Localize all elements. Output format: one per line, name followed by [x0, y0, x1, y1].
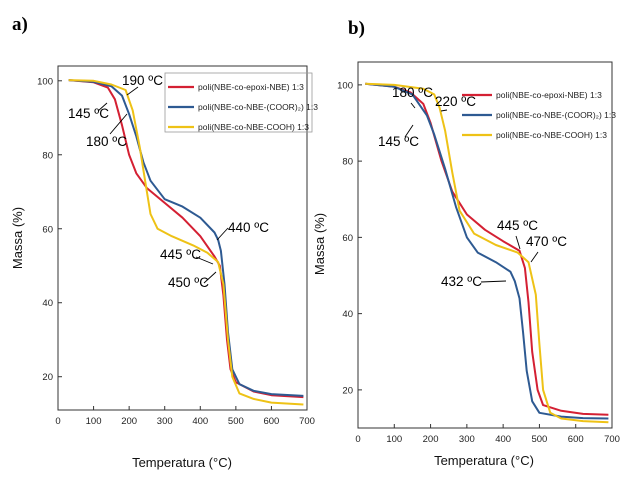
annotation-leader: [530, 251, 539, 263]
y-tick-label: 80: [342, 157, 353, 168]
annotation-leader: [440, 109, 448, 112]
plot-frame: [357, 61, 613, 429]
x-tick-label: 200: [121, 416, 137, 427]
x-tick-label: 0: [355, 434, 360, 445]
x-tick-label: 400: [495, 434, 511, 445]
x-tick-label: 300: [459, 434, 475, 445]
x-tick-label: 100: [386, 434, 402, 445]
annotation-label: 470 ºC: [526, 234, 567, 249]
x-tick-label: 600: [263, 416, 279, 427]
y-axis-label: Massa (%): [312, 213, 327, 275]
y-tick-label: 40: [42, 298, 53, 309]
series-line-1: [68, 79, 304, 399]
y-tick-label: 60: [342, 233, 353, 244]
x-tick-label: 600: [568, 434, 584, 445]
annotation-leader: [216, 227, 229, 241]
x-tick-label: 500: [531, 434, 547, 445]
annotation-leader: [126, 86, 139, 96]
x-tick-label: 0: [55, 416, 60, 427]
legend-frame: [164, 72, 313, 133]
annotation-label: 445 ºC: [497, 218, 538, 233]
x-tick-label: 700: [604, 434, 620, 445]
annotation-leader: [515, 235, 521, 250]
panel-b: 0 100 200 300 400 500 600 700 20 40 60 80 100 Tempera…: [312, 18, 620, 468]
annotation-label: 440 ºC: [228, 220, 269, 235]
series-line-3: [365, 82, 609, 424]
legend-label-3: poli(NBE-co-NBE-COOH) 1:3: [496, 130, 607, 140]
annotation-label: 145 ºC: [68, 106, 109, 121]
x-axis-label: Temperatura (°C): [132, 455, 232, 470]
annotation-leader: [203, 271, 217, 284]
annotation-leader: [195, 256, 214, 265]
x-tick-label: 300: [157, 416, 173, 427]
x-tick-label: 400: [192, 416, 208, 427]
annotation-leader: [404, 124, 414, 138]
annotation-label: 180 ºC: [392, 85, 433, 100]
series-line-1: [365, 82, 609, 416]
legend-label-2: poli(NBE-co-NBE-(COOR)₂) 1:3: [496, 110, 616, 120]
x-tick-label: 200: [423, 434, 439, 445]
plot-frame: [57, 65, 308, 411]
legend-label-1: poli(NBE-co-epoxi-NBE) 1:3: [198, 82, 304, 92]
annotation-label: 145 ºC: [378, 134, 419, 149]
series-line-3: [68, 79, 304, 406]
annotation-leader: [109, 113, 128, 135]
annotation-label: 180 ºC: [86, 134, 127, 149]
legend-label-1: poli(NBE-co-epoxi-NBE) 1:3: [496, 90, 602, 100]
annotation-label: 190 ºC: [122, 73, 163, 88]
y-tick-label: 20: [342, 385, 353, 396]
series-line-2: [68, 79, 304, 397]
y-tick-label: 80: [42, 150, 53, 161]
series-line-2: [365, 82, 609, 420]
legend-label-2: poli(NBE-co-NBE-(COOR)₂) 1:3: [198, 102, 318, 112]
annotation-label: 450 ºC: [168, 275, 209, 290]
x-tick-label: 700: [299, 416, 315, 427]
y-axis-label: Massa (%): [10, 207, 25, 269]
annotation-leader: [410, 102, 416, 109]
legend-label-3: poli(NBE-co-NBE-COOH) 1:3: [198, 122, 309, 132]
annotation-label: 445 ºC: [160, 247, 201, 262]
annotation-leader: [97, 102, 108, 112]
y-tick-label: 20: [42, 372, 53, 383]
annotation-label: 220 ºC: [435, 94, 476, 109]
y-tick-label: 100: [337, 80, 353, 91]
panel-label: b): [348, 18, 365, 39]
panel-label: a): [12, 14, 28, 35]
annotation-label: 432 ºC: [441, 274, 482, 289]
panel-a: 0 100 200 300 400 500 600 700 20 40 60 80 100 Tempera…: [10, 14, 318, 470]
x-axis-label: Temperatura (°C): [434, 453, 534, 468]
y-tick-label: 40: [342, 309, 353, 320]
x-tick-label: 500: [228, 416, 244, 427]
y-tick-label: 60: [42, 224, 53, 235]
x-tick-label: 100: [86, 416, 102, 427]
annotation-leader: [480, 280, 507, 283]
y-tick-label: 100: [37, 76, 53, 87]
